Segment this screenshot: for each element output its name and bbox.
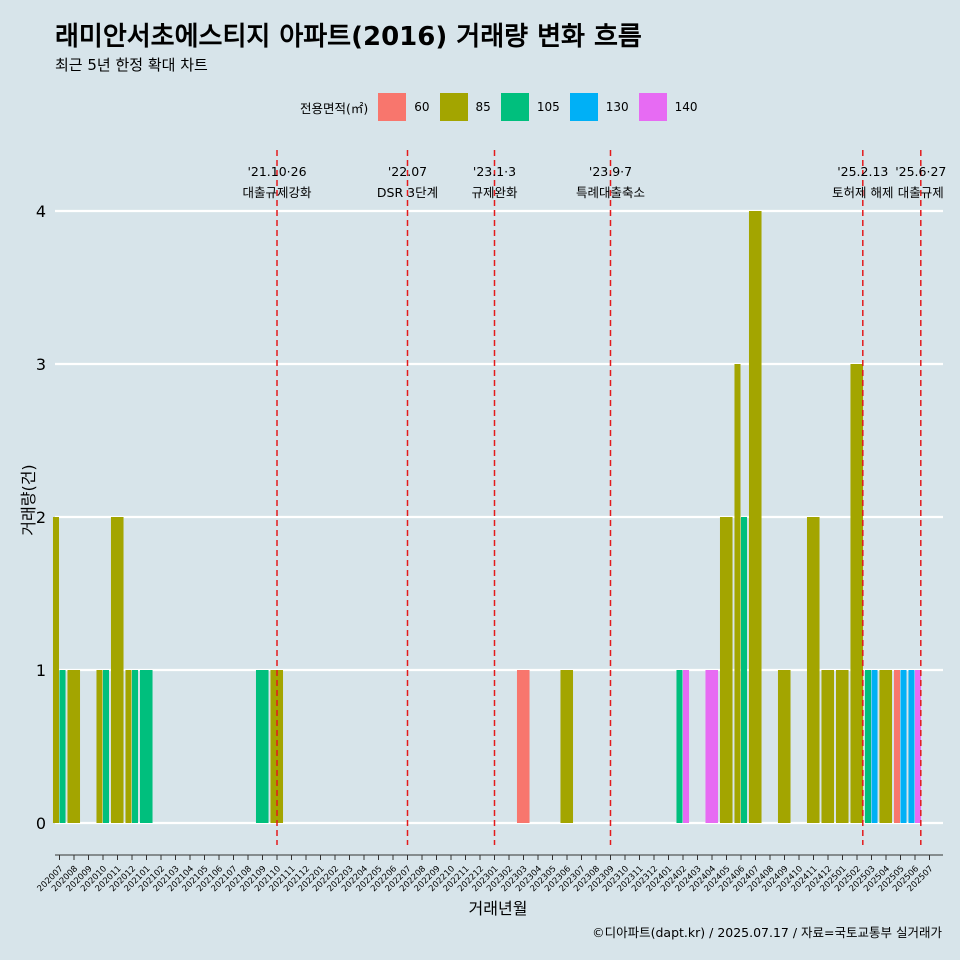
y-tick-label-2: 2 (36, 508, 46, 527)
bar-85-202110 (270, 670, 284, 823)
bar-130-202506 (908, 670, 915, 823)
bar-85-202306 (560, 670, 574, 823)
bar-105-202012 (132, 670, 139, 823)
event-text-label-3: 특례대출축소 (576, 185, 645, 200)
bar-85-202008 (67, 670, 81, 823)
legend-label-105: 105 (536, 100, 560, 114)
bar-130-202503 (871, 670, 878, 823)
bar-85-202412 (821, 670, 835, 823)
y-tick-label-1: 1 (36, 661, 46, 680)
legend-item-105: 105 (500, 93, 560, 121)
bar-140-202402 (683, 670, 690, 823)
bar-85-202411 (806, 517, 820, 823)
bar-140-202404 (705, 670, 719, 823)
event-date-label-0: '21.10·26 (247, 164, 306, 179)
legend-title: 전용면적(㎡) (300, 100, 369, 116)
legend-item-60: 60 (378, 93, 430, 121)
legend-item-140: 140 (638, 93, 698, 121)
legend-swatch-130 (569, 93, 598, 121)
bar-60-202303 (516, 670, 530, 823)
y-tick-label-3: 3 (36, 355, 46, 374)
bar-85-202407 (748, 211, 762, 823)
bar-105-202503 (864, 670, 871, 823)
bar-105-202402 (676, 670, 683, 823)
bar-105-202101 (139, 670, 153, 823)
legend-label-130: 130 (605, 100, 629, 114)
bar-105-202406 (741, 517, 748, 823)
legend-swatch-85 (439, 93, 468, 121)
legend-swatch-140 (638, 93, 667, 121)
chart-subtitle: 최근 5년 한정 확대 차트 (55, 56, 208, 74)
y-axis-title: 거래량(건) (19, 464, 38, 535)
legend-swatch-105 (500, 93, 529, 121)
bar-85-202012 (125, 670, 132, 823)
bar-85-202502 (850, 364, 864, 823)
bar-85-202010 (96, 670, 103, 823)
legend: 전용면적(㎡) 60 85 105 130 140 (300, 93, 708, 121)
legend-label-85: 85 (475, 100, 491, 114)
bar-130-202505 (900, 670, 907, 823)
event-date-label-3: '23.9·7 (589, 164, 632, 179)
event-text-label-1: DSR 3단계 (377, 185, 438, 200)
event-date-label-5: '25.6·27 (895, 164, 946, 179)
event-date-label-4: '25.2.13 (837, 164, 888, 179)
legend-item-130: 130 (569, 93, 629, 121)
event-date-label-2: '23.1·3 (473, 164, 516, 179)
bar-85-202405 (719, 517, 733, 823)
y-tick-label-0: 0 (36, 814, 46, 833)
legend-swatch-60 (378, 93, 407, 121)
chart-title: 래미안서초에스티지 아파트(2016) 거래량 변화 흐름 (55, 22, 642, 52)
event-text-label-2: 규제완화 (471, 185, 518, 200)
bar-85-202007 (52, 517, 59, 823)
event-text-label-0: 대출규제강화 (242, 185, 312, 200)
legend-label-60: 60 (414, 100, 430, 114)
bar-85-202011 (110, 517, 124, 823)
bar-105-202007 (59, 670, 66, 823)
event-date-label-1: '22.07 (388, 164, 427, 179)
legend-item-85: 85 (439, 93, 491, 121)
bar-85-202501 (835, 670, 849, 823)
bar-85-202409 (777, 670, 791, 823)
bar-140-202506 (915, 670, 922, 823)
legend-label-140: 140 (674, 100, 698, 114)
source-caption: ©디아파트(dapt.kr) / 2025.07.17 / 자료=국토교통부 실… (592, 925, 942, 940)
event-text-label-4: 토허제 해제 (832, 185, 893, 200)
bar-85-202406 (734, 364, 741, 823)
bar-85-202504 (879, 670, 893, 823)
bar-105-202109 (255, 670, 269, 823)
bar-60-202505 (893, 670, 900, 823)
event-text-label-5: 대출규제 (898, 185, 944, 200)
bar-105-202010 (103, 670, 110, 823)
y-tick-label-4: 4 (36, 202, 46, 221)
x-axis-title: 거래년월 (469, 899, 528, 918)
